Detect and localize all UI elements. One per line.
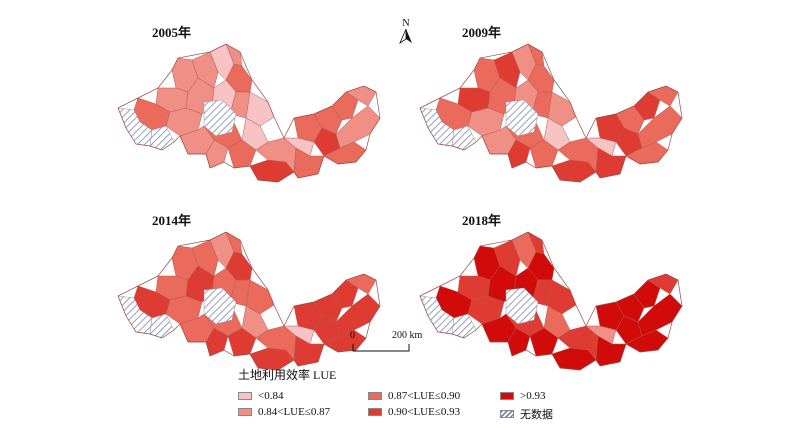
region-outline [117,231,381,371]
panel-title-2005: 2005年 [152,25,192,40]
map-panel-2 [117,231,381,371]
region-2 [493,51,521,89]
legend-swatch-lt084 [238,392,252,400]
region-2 [493,239,521,277]
legend-swatch-084-087 [238,408,252,416]
legend-title: 土地利用效率 LUE [238,368,337,382]
legend-item-nodata: 无数据 [500,406,553,422]
region-outline [419,43,683,183]
legend-swatch-090-093 [368,408,382,416]
scale-zero-label: 0 [350,330,355,341]
nodata-region-1 [203,99,237,137]
map-panel-3 [419,231,683,371]
north-label: N [402,18,410,29]
panel-title-2014: 2014年 [152,213,192,228]
region-16 [529,139,559,169]
nodata-region-1 [505,99,539,137]
legend-label-090-093: 0.90<LUE≤0.93 [388,406,461,418]
map-panel-1 [419,43,683,183]
region-2 [191,51,219,89]
north-arrow: N [398,18,414,48]
legend-label-087-090: 0.87<LUE≤0.90 [388,390,461,402]
map-panel-0 [117,43,381,183]
north-arrow-icon [399,28,412,45]
legend-label-gt093: >0.93 [520,390,546,402]
legend-item-lt084: <0.84 [238,390,283,402]
panel-title-2009: 2009年 [462,25,502,40]
legend-item-gt093: >0.93 [500,390,545,402]
legend-swatch-087-090 [368,392,382,400]
nodata-region-1 [505,287,539,325]
region-20 [585,325,617,345]
legend-item-084-087: 0.84<LUE≤0.87 [238,406,330,418]
nodata-region-2 [149,125,175,151]
legend-item-090-093: 0.90<LUE≤0.93 [368,406,460,418]
region-outline [419,231,683,371]
region-20 [283,325,315,345]
panel-title-2018: 2018年 [462,213,502,228]
region-20 [283,137,315,157]
region-16 [227,139,257,169]
legend-label-nodata: 无数据 [520,409,553,421]
nodata-region-2 [451,125,477,151]
region-2 [191,239,219,277]
region-20 [585,137,617,157]
nodata-region-2 [149,313,175,339]
region-outline [117,43,381,183]
legend: 土地利用效率 LUE <0.84 0.84<LUE≤0.87 0.87<LUE≤… [238,366,598,426]
legend-swatch-gt093 [500,392,514,400]
legend-label-lt084: <0.84 [258,390,284,402]
scale-bar: 0 200 km [350,330,440,360]
legend-swatch-nodata [500,410,514,418]
legend-label-084-087: 0.84<LUE≤0.87 [258,406,331,418]
scale-line [352,344,410,352]
region-16 [529,327,559,357]
scale-distance-label: 200 km [392,330,423,341]
region-16 [227,327,257,357]
nodata-region-1 [203,287,237,325]
legend-item-087-090: 0.87<LUE≤0.90 [368,390,460,402]
nodata-region-2 [451,313,477,339]
